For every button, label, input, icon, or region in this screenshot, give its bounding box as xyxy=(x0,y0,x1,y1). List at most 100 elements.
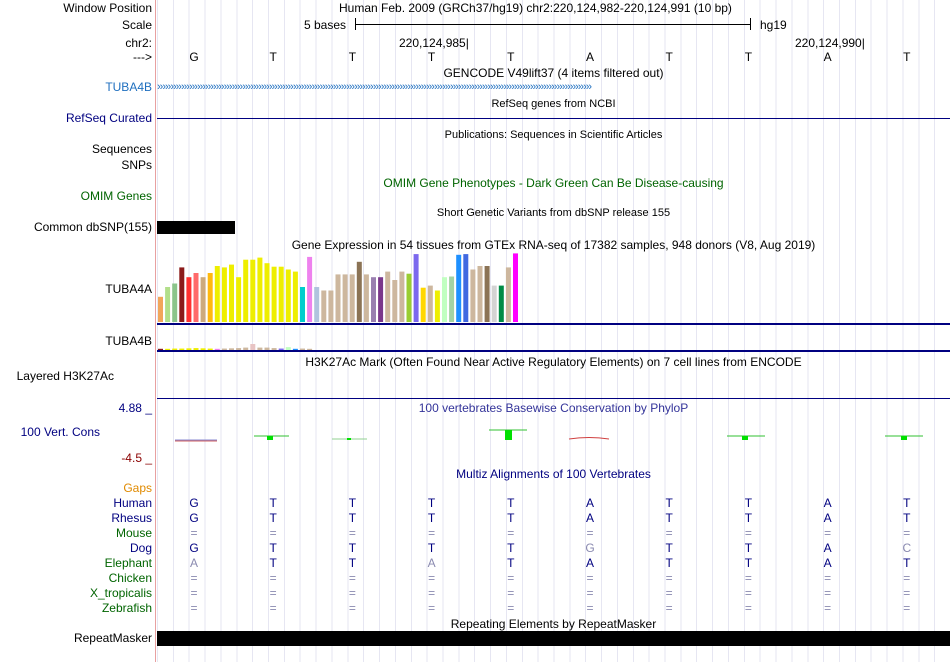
gtex-tuba4b-bar[interactable] xyxy=(292,348,298,350)
species-label-zebrafish: Zebrafish xyxy=(101,601,152,615)
gtex-tuba4a-bar[interactable] xyxy=(243,259,249,322)
gtex-tuba4b-bar[interactable] xyxy=(257,347,263,350)
gtex-tuba4b-bar[interactable] xyxy=(300,348,305,350)
gtex-tuba4b-bar[interactable] xyxy=(179,348,185,350)
track-label-tuba4b-gtex[interactable]: TUBA4B xyxy=(105,334,152,348)
gtex-tuba4a-bar[interactable] xyxy=(179,267,185,322)
gtex-tuba4a-bar[interactable] xyxy=(456,254,462,322)
gtex-tuba4b-bar[interactable] xyxy=(200,348,206,350)
gtex-tuba4a-bar[interactable] xyxy=(250,259,256,322)
gtex-tuba4b-bar[interactable] xyxy=(229,348,234,350)
gtex-tuba4a-bar[interactable] xyxy=(385,271,391,322)
gtex-tuba4b-bar[interactable] xyxy=(271,348,277,350)
gtex-tuba4a-bar[interactable] xyxy=(349,274,355,322)
gtex-tuba4b-bar[interactable] xyxy=(243,347,249,350)
tuba4b-gencode-feature[interactable]: ››››››››››››››››››››››››››››››››››››››››… xyxy=(157,81,592,93)
gtex-tuba4a-bar[interactable] xyxy=(193,273,199,322)
gtex-tuba4a-bar[interactable] xyxy=(491,285,497,322)
gtex-tuba4a-bar[interactable] xyxy=(477,266,483,322)
gtex-tuba4a-bar[interactable] xyxy=(413,254,419,322)
gtex-tuba4b-bar[interactable] xyxy=(214,348,220,350)
track-label-tuba4b-gencode[interactable]: TUBA4B xyxy=(105,80,152,94)
track-label-snps[interactable]: SNPs xyxy=(121,158,152,172)
gtex-tuba4a-bar[interactable] xyxy=(371,277,376,322)
gtex-tuba4a-bar[interactable] xyxy=(498,285,504,322)
gtex-tuba4b-bar[interactable] xyxy=(165,348,171,350)
gtex-tuba4b-separator xyxy=(157,350,950,352)
gtex-tuba4a-bar[interactable] xyxy=(236,277,242,322)
gtex-tuba4a-bar[interactable] xyxy=(207,273,213,322)
gtex-tuba4b-bar[interactable] xyxy=(207,348,213,350)
gtex-tuba4b-bar[interactable] xyxy=(172,348,178,350)
gtex-tuba4a-bar[interactable] xyxy=(378,277,384,322)
gtex-tuba4a-bar[interactable] xyxy=(172,283,178,323)
gtex-tuba4a-bar[interactable] xyxy=(470,269,476,323)
gtex-tuba4a-bar[interactable] xyxy=(513,253,518,322)
gtex-tuba4b-bars[interactable] xyxy=(157,326,950,350)
gtex-tuba4a-bar[interactable] xyxy=(229,264,234,322)
gtex-tuba4a-bar[interactable] xyxy=(314,287,320,322)
track-label-omim[interactable]: OMIM Genes xyxy=(80,189,152,203)
gtex-tuba4b-bar[interactable] xyxy=(307,348,313,350)
phylop-signal[interactable] xyxy=(157,425,950,445)
track-label-refseq[interactable]: RefSeq Curated xyxy=(65,111,152,125)
alignment-base: A xyxy=(823,511,832,525)
gtex-tuba4a-bar[interactable] xyxy=(292,271,298,322)
alignment-base: T xyxy=(269,496,277,510)
gtex-tuba4a-bar[interactable] xyxy=(406,273,412,322)
gtex-tuba4a-bar[interactable] xyxy=(186,277,192,322)
gtex-tuba4a-bar[interactable] xyxy=(271,266,277,322)
dbsnp-variant-block[interactable] xyxy=(157,221,235,234)
gtex-tuba4a-bar[interactable] xyxy=(328,290,334,323)
alignment-base: = xyxy=(348,601,356,615)
repeatmasker-block[interactable] xyxy=(157,631,950,646)
gtex-tuba4b-bar[interactable] xyxy=(250,344,256,350)
track-label-repeatmasker[interactable]: RepeatMasker xyxy=(73,631,152,645)
gtex-tuba4a-bar[interactable] xyxy=(335,274,341,322)
gtex-tuba4b-bar[interactable] xyxy=(236,348,242,350)
gtex-tuba4a-bar[interactable] xyxy=(264,263,270,322)
gtex-tuba4a-bar[interactable] xyxy=(363,274,369,322)
gtex-tuba4a-bar[interactable] xyxy=(392,280,398,322)
gtex-tuba4a-bar[interactable] xyxy=(463,254,469,322)
gtex-tuba4a-bar[interactable] xyxy=(321,290,327,323)
track-label-h3k27ac[interactable]: Layered H3K27Ac xyxy=(16,369,114,383)
gtex-tuba4a-bar[interactable] xyxy=(307,256,313,322)
gtex-tuba4a-bar[interactable] xyxy=(484,266,490,322)
alignment-base: T xyxy=(427,511,436,525)
gtex-tuba4b-bar[interactable] xyxy=(264,347,270,350)
gtex-tuba4b-bar[interactable] xyxy=(193,348,199,350)
gtex-tuba4b-bar[interactable] xyxy=(278,348,284,350)
gtex-tuba4a-bar[interactable] xyxy=(285,269,291,323)
gtex-tuba4a-bar[interactable] xyxy=(214,266,220,322)
gtex-tuba4a-bar[interactable] xyxy=(420,287,426,322)
gtex-tuba4a-bar[interactable] xyxy=(200,277,206,322)
gtex-tuba4a-bar[interactable] xyxy=(399,271,405,322)
gtex-tuba4b-bar[interactable] xyxy=(158,348,163,350)
gtex-tuba4a-bar[interactable] xyxy=(342,274,348,322)
alignment-base: = xyxy=(586,526,594,540)
gtex-tuba4b-bar[interactable] xyxy=(186,348,192,350)
alignment-base: = xyxy=(744,571,752,585)
track-label-sequences[interactable]: Sequences xyxy=(91,142,152,156)
track-label-dbsnp[interactable]: Common dbSNP(155) xyxy=(33,220,152,234)
track-label-cons[interactable]: 100 Vert. Cons xyxy=(20,425,100,439)
gtex-tuba4a-bar[interactable] xyxy=(442,277,447,322)
gtex-tuba4b-bar[interactable] xyxy=(221,348,227,350)
track-label-tuba4a[interactable]: TUBA4A xyxy=(105,282,152,296)
gtex-tuba4a-bar[interactable] xyxy=(356,261,362,322)
gtex-tuba4a-bar[interactable] xyxy=(427,285,433,322)
gtex-tuba4a-bar[interactable] xyxy=(158,296,163,322)
gtex-tuba4a-bar[interactable] xyxy=(278,266,284,322)
gtex-tuba4a-bar[interactable] xyxy=(434,290,440,323)
dbsnp-track-title: Short Genetic Variants from dbSNP releas… xyxy=(436,207,671,219)
gtex-tuba4a-bar[interactable] xyxy=(257,257,263,322)
gtex-tuba4b-bar[interactable] xyxy=(285,347,291,350)
gtex-tuba4a-bar[interactable] xyxy=(165,287,171,322)
gtex-tuba4a-bars[interactable] xyxy=(157,252,950,322)
refseq-feature-line[interactable] xyxy=(157,118,950,119)
gtex-tuba4a-bar[interactable] xyxy=(449,276,455,323)
gtex-tuba4a-bar[interactable] xyxy=(300,287,305,322)
gtex-tuba4a-bar[interactable] xyxy=(221,267,227,322)
gtex-tuba4a-bar[interactable] xyxy=(505,267,511,322)
